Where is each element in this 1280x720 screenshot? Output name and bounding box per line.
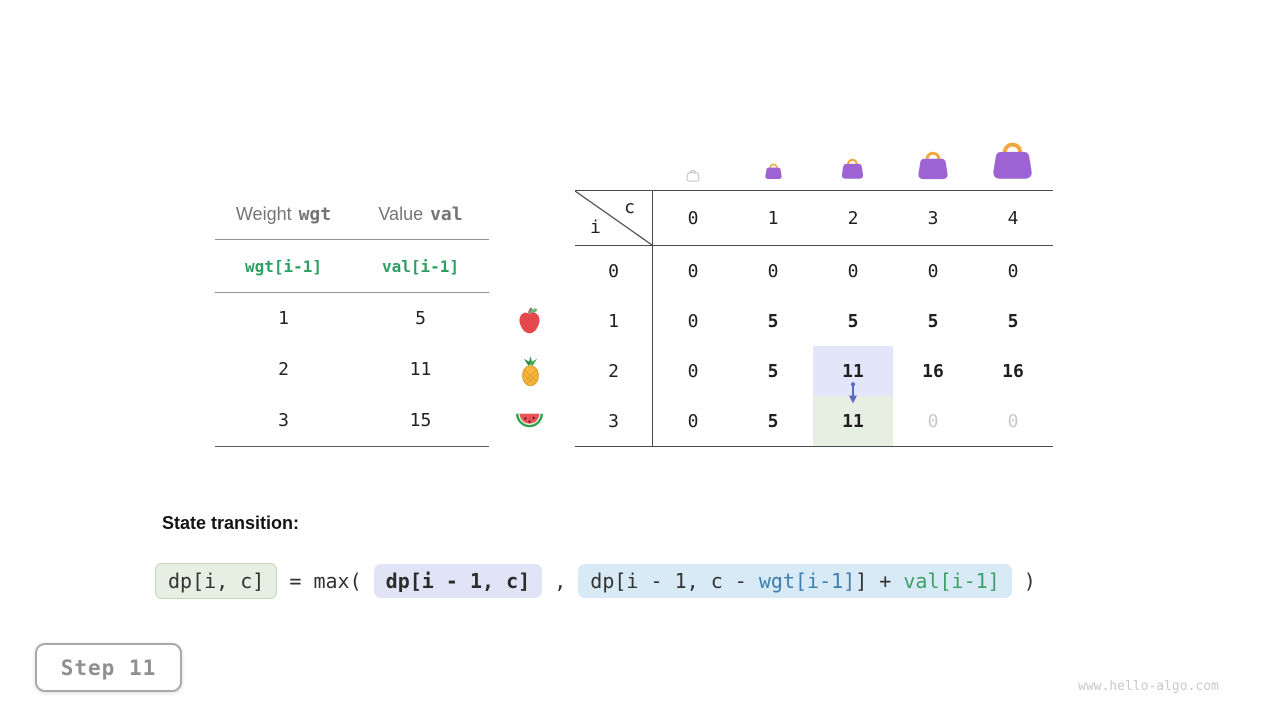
dp-cell-r0c4: 0 [1007,260,1019,282]
dp-cell-r1c1: 5 [767,310,779,332]
item-row-3: 3 15 [215,395,489,446]
formula-close-paren: ) [1011,569,1036,593]
formula-wgt-token: wgt[i-1] [758,569,856,593]
dp-cell-r0c3: 0 [927,260,939,282]
dp-table: c i 0 1 2 3 4 0 0 0 0 0 0 1 0 5 5 5 5 2 … [575,190,1053,447]
item-1-weight: 1 [278,308,289,329]
state-transition-title: State transition: [162,513,300,533]
dp-row-header-2: 2 [575,346,653,396]
dp-col-header-3: 3 [893,191,973,246]
watermark: www.hello-algo.com [1078,679,1219,694]
formula-lhs-box: dp[i, c] [155,563,278,599]
items-table-code-row: wgt[i-1] val[i-1] [215,240,489,293]
weight-column-header: Weight wgt [215,190,352,239]
item-2-value: 11 [409,359,432,380]
bag-icon-capacity-0 [686,167,700,187]
wgt-code-label: wgt [298,204,332,225]
pineapple-icon [518,356,543,392]
item-3-value: 15 [409,410,432,431]
watermelon-icon [515,412,544,434]
weight-label: Weight [235,204,292,224]
item-row-1: 1 5 [215,293,489,344]
items-table: Weight wgt Value val wgt[i-1] val[i-1] 1… [215,190,489,447]
dp-col-header-2: 2 [813,191,893,246]
item-row-2: 2 11 [215,344,489,395]
item-2-weight: 2 [278,359,289,380]
dp-col-header-1: 1 [733,191,813,246]
dp-cell-r3c1: 5 [767,410,779,432]
formula-val-token: val[i-1] [903,569,1000,593]
dp-cell-r0c2: 0 [847,260,859,282]
apple-icon [516,306,543,340]
items-table-header: Weight wgt Value val [215,190,489,240]
dp-cell-r3c3: 0 [927,410,939,432]
dp-corner-cell: c i [575,191,653,246]
formula-comma: , [542,569,579,593]
dp-cell-r2c0: 0 [687,360,699,382]
state-transition-formula: dp[i, c] = max( dp[i - 1, c] , dp[i - 1,… [155,562,1036,600]
dp-row-header-3: 3 [575,396,653,446]
formula-option2-prefix: dp[i - 1, c - [590,569,759,593]
formula-option2-mid: ] + [855,569,904,593]
row-variable-label: i [590,217,601,238]
dp-row-header-1: 1 [575,296,653,346]
wgt-array-label: wgt[i-1] [244,256,323,276]
dp-cell-r2c4: 16 [1002,360,1024,382]
dp-cell-r1c3: 5 [927,310,939,332]
col-variable-label: c [624,197,635,218]
formula-option1-box: dp[i - 1, c] [373,564,543,598]
bag-icon-capacity-4 [990,134,1035,186]
val-code-label: val [430,204,463,225]
dp-row-header-0: 0 [575,246,653,296]
step-badge: Step 11 [35,643,182,692]
diagonal-divider [575,191,652,245]
dp-cell-r1c2: 5 [847,310,859,332]
transition-arrow-icon [846,382,860,411]
bag-icon-capacity-2 [840,154,865,185]
item-1-value: 5 [415,308,426,329]
formula-option2-box: dp[i - 1, c - wgt[i-1]] + val[i-1] [578,564,1012,598]
value-label: Value [378,204,424,224]
dp-cell-r3c4: 0 [1007,410,1019,432]
value-column-header: Value val [352,190,489,239]
dp-cell-r3c0: 0 [687,410,699,432]
dp-cell-r2c1: 5 [767,360,779,382]
dp-col-header-0: 0 [653,191,733,246]
dp-cell-r2c3: 16 [922,360,944,382]
bag-icon-capacity-1 [764,160,783,185]
val-array-label: val[i-1] [381,256,460,276]
bag-icon-capacity-3 [916,145,950,186]
dp-col-header-4: 4 [973,191,1053,246]
dp-cell-r1c4: 5 [1007,310,1019,332]
dp-cell-r0c0: 0 [687,260,699,282]
dp-cell-r0c1: 0 [767,260,779,282]
dp-cell-r1c0: 0 [687,310,699,332]
formula-eq-max: = max( [277,569,374,593]
dp-cell-r3c2-current-highlight: 11 [813,396,893,446]
item-3-weight: 3 [278,410,289,431]
